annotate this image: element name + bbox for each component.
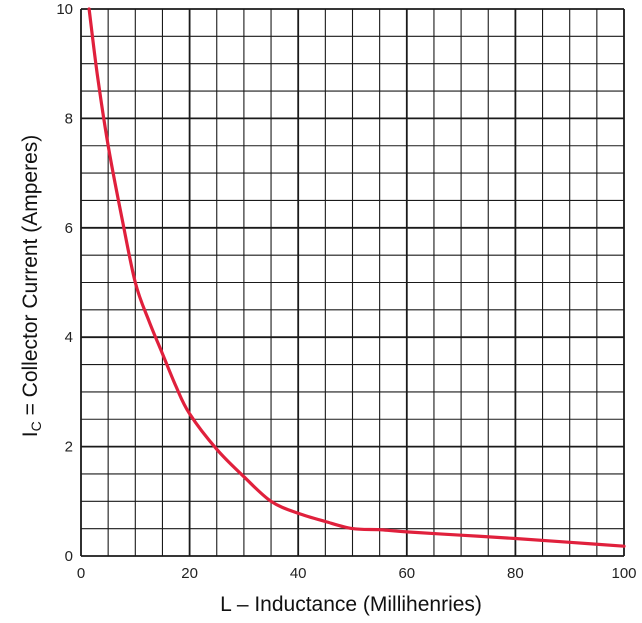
x-axis-label: L – Inductance (Millihenries): [220, 593, 482, 616]
x-tick-label: 80: [507, 565, 524, 582]
y-tick-label: 10: [56, 1, 73, 18]
y-tick-label: 4: [65, 329, 73, 346]
y-axis-label-rest: = Collector Current (Amperes): [19, 135, 42, 422]
x-tick-label: 20: [181, 565, 198, 582]
y-tick-label: 8: [65, 110, 73, 127]
x-tick-label: 60: [398, 565, 415, 582]
x-tick-label: 0: [77, 565, 85, 582]
y-tick-label: 2: [65, 439, 73, 456]
y-tick-labels: 0 2 4 6 8 10: [56, 1, 73, 565]
y-axis-label: IC = Collector Current (Amperes): [19, 135, 44, 437]
y-axis-label-prefix: I: [19, 431, 42, 437]
y-tick-label: 6: [65, 220, 73, 237]
x-tick-labels: 0 20 40 60 80 100: [77, 565, 637, 582]
x-tick-label: 100: [611, 565, 636, 582]
series-line: [87, 7, 626, 548]
y-tick-label: 0: [65, 548, 73, 565]
grid: [80, 8, 625, 557]
series-group: [87, 7, 626, 548]
y-axis-label-subscript: C: [28, 421, 44, 431]
x-tick-label: 40: [290, 565, 307, 582]
